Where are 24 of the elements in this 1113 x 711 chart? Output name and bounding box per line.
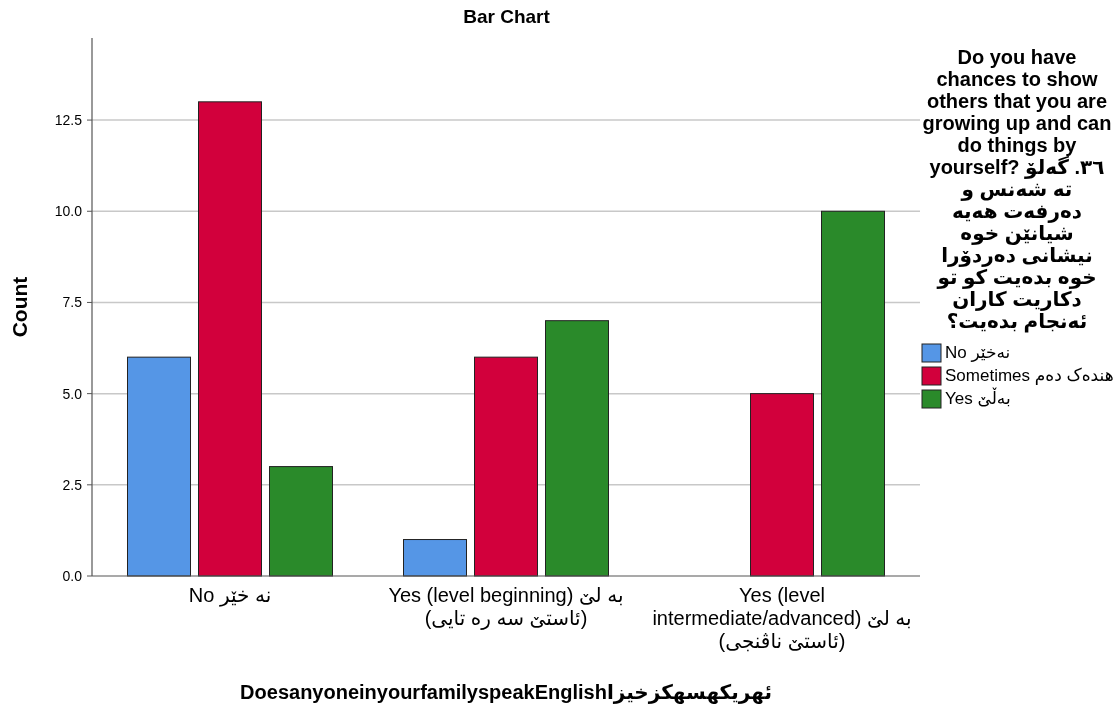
bar (545, 320, 609, 577)
legend-label: No نەخێر (945, 342, 1011, 364)
bar (821, 210, 885, 577)
x-axis-title: DoesanyoneinyourfamilyspeakEnglishئهریکهسهکزخیزا (239, 680, 773, 704)
x-tick-label: Yes (level intermediate/advanced) بە لێ (ئاستێ ناڤنجی) (652, 584, 912, 653)
text: Do you have chances to show others that you are growing up and can do things by yourself? ٣٦. گەلۆ تە شەنس و دەرفەت هەیە شیانێن خوە نیشانی دەردۆرا خوە بدەیت کو تو دکاریت کاران ئەنجام بدەیت؟ (922, 46, 1112, 332)
legend-label: Yes بەڵێ (945, 388, 1011, 410)
y-tick-label: 2.5 (61, 475, 82, 494)
chart-title: Bar Chart (462, 6, 551, 28)
bar (198, 101, 262, 577)
x-tick-label: Yes (level beginning) بە لێ (ئاستێ سە رە تایی) (387, 584, 625, 630)
y-tick-label: 10.0 (53, 202, 82, 221)
bar (127, 356, 191, 577)
y-tick-label: 12.5 (53, 111, 82, 130)
y-tick-label: 0.0 (61, 567, 82, 585)
legend-label: Sometimes هندەک دەم (945, 365, 1113, 387)
bar (474, 356, 538, 577)
y-axis-title: Count (8, 275, 32, 340)
bar (403, 539, 467, 577)
bar (269, 466, 333, 577)
y-tick-label: 7.5 (62, 294, 82, 311)
y-tick-label: 5.0 (61, 384, 82, 403)
bar (750, 393, 814, 577)
x-tick-label: No نه خێر (187, 584, 273, 607)
